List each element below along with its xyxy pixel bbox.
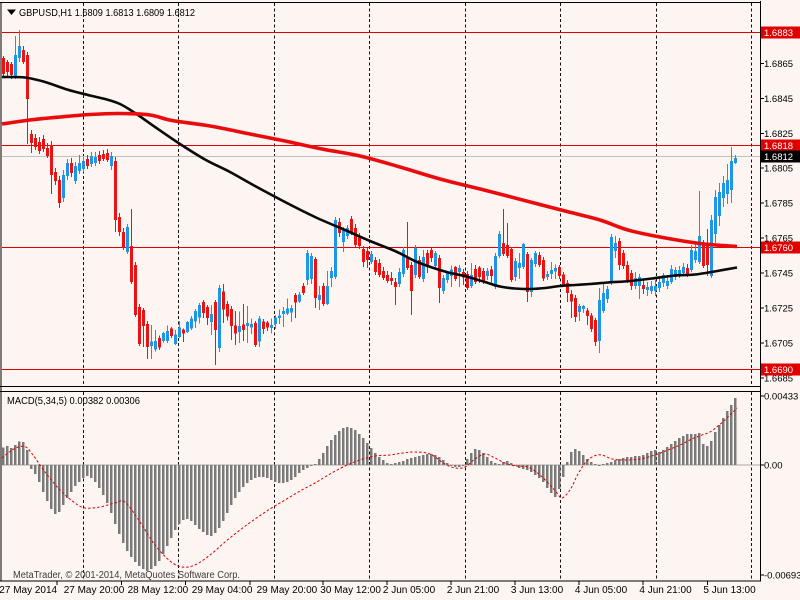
svg-text:4 Jun 05:00: 4 Jun 05:00 [575, 585, 628, 596]
svg-text:5 Jun 13:00: 5 Jun 13:00 [703, 585, 756, 596]
svg-text:1.6785: 1.6785 [764, 199, 793, 210]
svg-text:2 Jun 05:00: 2 Jun 05:00 [383, 585, 436, 596]
svg-text:30 May 12:00: 30 May 12:00 [320, 585, 381, 596]
svg-text:29 May 04:00: 29 May 04:00 [192, 585, 253, 596]
svg-text:29 May 20:00: 29 May 20:00 [257, 585, 318, 596]
svg-text:28 May 12:00: 28 May 12:00 [128, 585, 189, 596]
svg-text:1.6845: 1.6845 [764, 94, 793, 105]
svg-text:1.6705: 1.6705 [764, 338, 793, 349]
svg-text:1.6690: 1.6690 [764, 365, 793, 376]
svg-text:1.6825: 1.6825 [764, 129, 793, 140]
svg-text:4 Jun 21:00: 4 Jun 21:00 [639, 585, 692, 596]
svg-text:1.6865: 1.6865 [764, 59, 793, 70]
svg-text:-0.00693: -0.00693 [764, 571, 800, 582]
svg-text:1.6818: 1.6818 [764, 141, 793, 152]
svg-text:MACD(5,34,5) 0.00382 0.00306: MACD(5,34,5) 0.00382 0.00306 [7, 396, 140, 407]
svg-text:GBPUSD,H1 1.6809 1.6813 1.680: GBPUSD,H1 1.6809 1.6813 1.6809 1.6812 [19, 8, 195, 19]
svg-text:MetaTrader, © 2001-2014, MetaQ: MetaTrader, © 2001-2014, MetaQuotes Soft… [13, 570, 240, 581]
svg-text:1.6812: 1.6812 [764, 152, 793, 163]
svg-text:1.6765: 1.6765 [764, 234, 793, 245]
svg-text:27 May 2014: 27 May 2014 [0, 585, 58, 596]
svg-text:27 May 20:00: 27 May 20:00 [64, 585, 125, 596]
svg-text:1.6745: 1.6745 [764, 269, 793, 280]
svg-text:1.6725: 1.6725 [764, 304, 793, 315]
svg-text:0.00: 0.00 [764, 460, 783, 471]
svg-text:3 Jun 13:00: 3 Jun 13:00 [511, 585, 564, 596]
svg-text:1.6685: 1.6685 [764, 373, 793, 384]
svg-text:2 Jun 21:00: 2 Jun 21:00 [447, 585, 500, 596]
svg-text:0.00433: 0.00433 [764, 392, 798, 403]
svg-text:1.6805: 1.6805 [764, 164, 793, 175]
svg-text:1.6760: 1.6760 [764, 243, 793, 254]
svg-text:1.6883: 1.6883 [764, 28, 793, 39]
